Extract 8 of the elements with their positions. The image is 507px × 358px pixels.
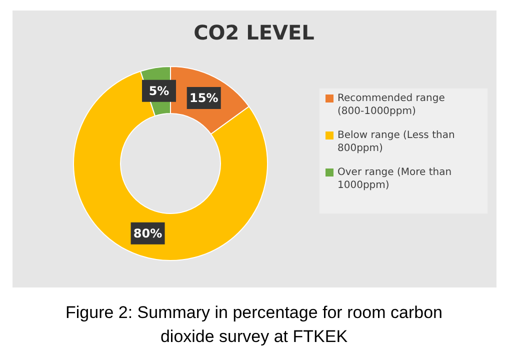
data-label: 80% (133, 226, 162, 240)
legend-label: Below range (Less than 800ppm) (338, 130, 455, 154)
legend-label: Recommended range (800-1000ppm) (338, 93, 445, 117)
chart-title: CO2 LEVEL (194, 20, 315, 44)
data-label: 5% (148, 84, 170, 98)
legend-label: Over range (More than 1000ppm) (338, 167, 452, 191)
caption: Figure 2: Summary in percentage for room carbon dioxide survey at FTKEK (66, 303, 443, 346)
data-label: 15% (190, 91, 218, 106)
